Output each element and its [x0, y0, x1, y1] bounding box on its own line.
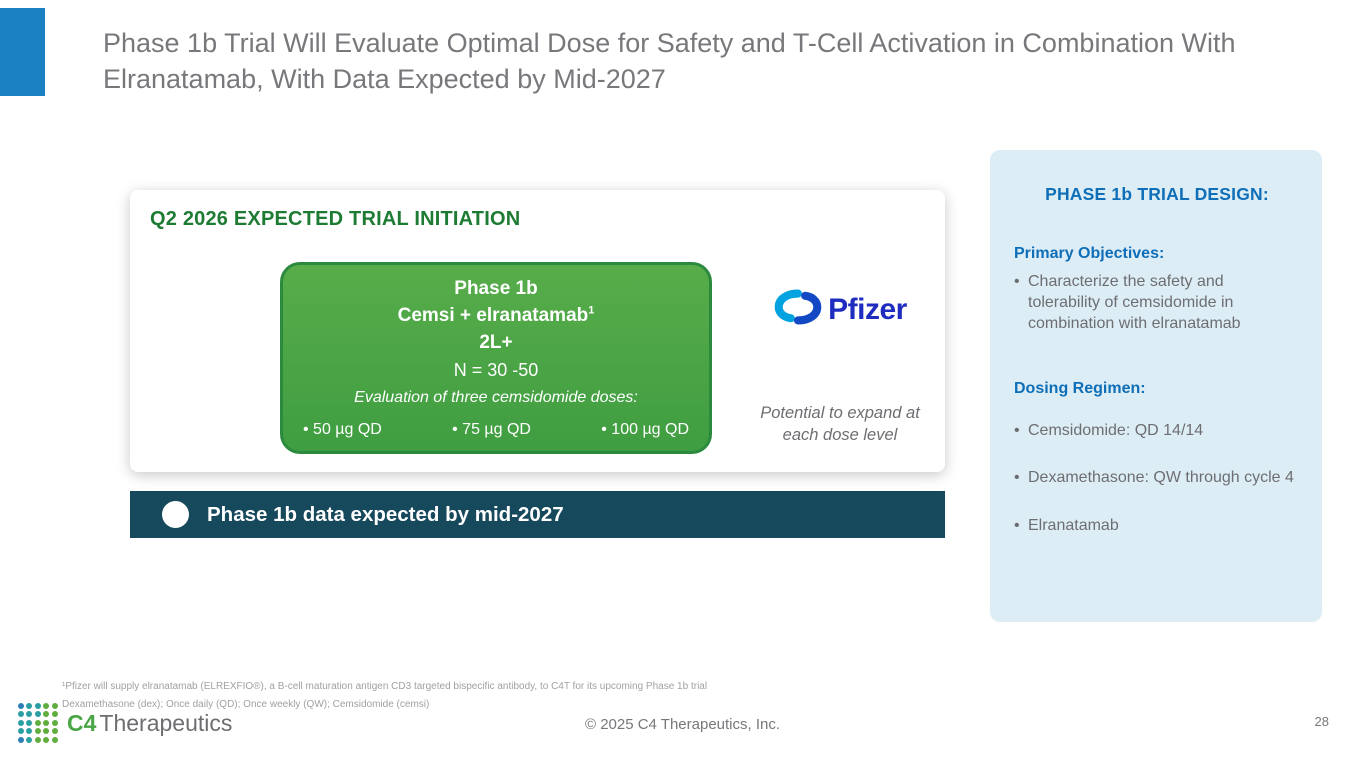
c4-logo-dots-icon: [18, 703, 58, 743]
footnote-1: ¹Pfizer will supply elranatamab (ELREXFI…: [62, 681, 708, 692]
trial-initiation-card: Q2 2026 EXPECTED TRIAL INITIATION Phase …: [130, 190, 945, 472]
milestone-text: Phase 1b data expected by mid-2027: [207, 502, 564, 526]
pfizer-logo: Pfizer: [732, 286, 947, 333]
combo-text: Cemsi + elranatamab: [397, 304, 589, 326]
c4-therapeutics-logo: C4 Therapeutics: [18, 703, 232, 743]
pfizer-wordmark: Pfizer: [828, 292, 907, 326]
dosing-item: Elranatamab: [1014, 515, 1300, 536]
dosing-regimen-heading: Dosing Regimen:: [1014, 380, 1146, 398]
primary-objectives-list: Characterize the safety and tolerability…: [1014, 271, 1300, 334]
footnote-2: Dexamethasone (dex); Once daily (QD); On…: [62, 699, 430, 710]
combo-footnote-marker: 1: [588, 304, 595, 317]
line-of-therapy-label: 2L+: [479, 331, 513, 353]
dose-item: • 50 µg QD: [303, 420, 382, 438]
trial-initiation-heading: Q2 2026 EXPECTED TRIAL INITIATION: [150, 208, 521, 230]
dose-list: • 50 µg QD • 75 µg QD • 100 µg QD: [283, 421, 709, 439]
trial-design-panel: PHASE 1b TRIAL DESIGN: Primary Objective…: [990, 150, 1322, 622]
objective-item: Characterize the safety and tolerability…: [1014, 271, 1300, 334]
sample-size-label: N = 30 -50: [453, 359, 539, 380]
dosing-item: Dexamethasone: QW through cycle 4: [1014, 467, 1300, 488]
phase-label: Phase 1b: [454, 278, 538, 299]
primary-objectives-heading: Primary Objectives:: [1014, 245, 1165, 262]
copyright-text: © 2025 C4 Therapeutics, Inc.: [584, 716, 781, 733]
pfizer-spiral-icon: [772, 286, 824, 333]
dose-item: • 100 µg QD: [601, 420, 689, 438]
expand-note: Potential to expand at each dose level: [760, 404, 920, 445]
slide-title: Phase 1b Trial Will Evaluate Optimal Dos…: [103, 28, 1236, 94]
trial-design-title: PHASE 1b TRIAL DESIGN:: [1045, 184, 1269, 204]
brand-c4: C4: [67, 709, 97, 736]
milestone-bullet-icon: [162, 501, 189, 528]
page-number: 28: [1314, 714, 1329, 729]
brand-wordmark: C4 Therapeutics: [67, 710, 232, 737]
phase1b-dose-box: Phase 1b Cemsi + elranatamab1 2L+ N = 30…: [280, 262, 712, 454]
brand-therapeutics: Therapeutics: [99, 709, 233, 736]
combo-label: Cemsi + elranatamab1: [283, 303, 709, 330]
dosing-item: Cemsidomide: QD 14/14: [1014, 420, 1300, 441]
doses-eval-label: Evaluation of three cemsidomide doses:: [354, 388, 638, 406]
accent-bar: [0, 8, 45, 96]
dose-item: • 75 µg QD: [452, 420, 531, 438]
milestone-banner: Phase 1b data expected by mid-2027: [130, 491, 945, 538]
dosing-regimen-list: Cemsidomide: QD 14/14 Dexamethasone: QW …: [1014, 420, 1300, 535]
